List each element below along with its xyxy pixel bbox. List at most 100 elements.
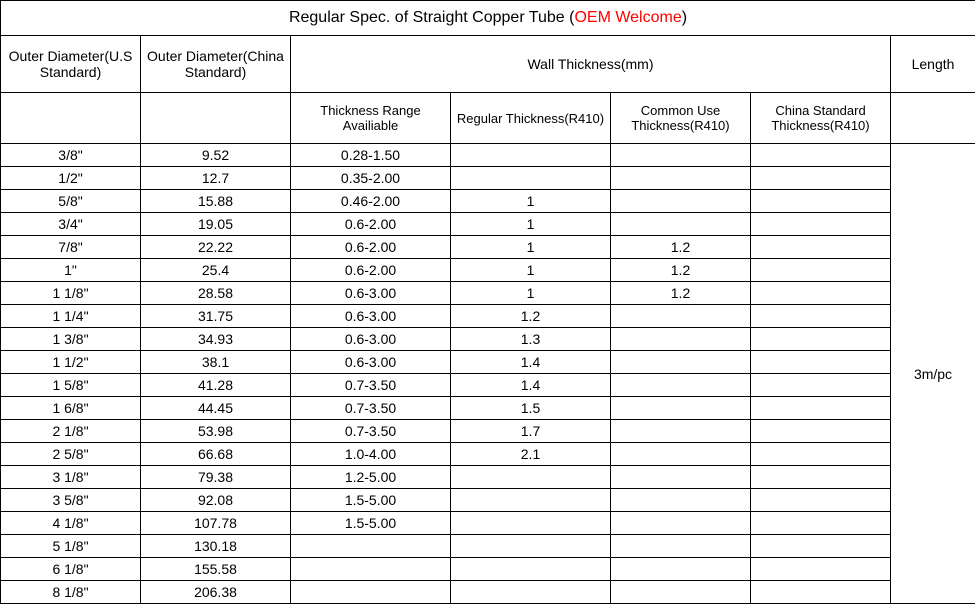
cell-china (751, 581, 891, 604)
title-oem: OEM Welcome (574, 9, 681, 26)
cell-regular: 1.3 (451, 328, 611, 351)
cell-regular: 1 (451, 236, 611, 259)
cell-china (751, 374, 891, 397)
cell-od-us: 1 5/8" (1, 374, 141, 397)
table-row: 1 5/8"41.280.7-3.501.4 (1, 374, 975, 397)
cell-regular: 2.1 (451, 443, 611, 466)
cell-common (611, 167, 751, 190)
header-od-us: Outer Diameter(U.S Standard) (1, 36, 141, 93)
cell-range: 0.6-2.00 (291, 236, 451, 259)
header-length: Length (891, 36, 975, 93)
table-title: Regular Spec. of Straight Copper Tube (O… (1, 1, 975, 36)
table-row: 1 6/8"44.450.7-3.501.5 (1, 397, 975, 420)
cell-range: 0.6-3.00 (291, 305, 451, 328)
cell-od-cn: 22.22 (141, 236, 291, 259)
cell-common (611, 466, 751, 489)
title-row: Regular Spec. of Straight Copper Tube (O… (1, 1, 975, 36)
table-row: 3 5/8"92.081.5-5.00 (1, 489, 975, 512)
cell-common (611, 420, 751, 443)
cell-od-us: 4 1/8" (1, 512, 141, 535)
cell-range: 0.7-3.50 (291, 374, 451, 397)
cell-range: 0.28-1.50 (291, 144, 451, 167)
table-row: 3/4"19.050.6-2.001 (1, 213, 975, 236)
cell-common (611, 443, 751, 466)
table-row: 3/8"9.520.28-1.503m/pc (1, 144, 975, 167)
cell-range: 1.5-5.00 (291, 489, 451, 512)
cell-china (751, 190, 891, 213)
cell-od-cn: 28.58 (141, 282, 291, 305)
cell-range: 0.7-3.50 (291, 397, 451, 420)
cell-regular (451, 144, 611, 167)
table-row: 1 1/4"31.750.6-3.001.2 (1, 305, 975, 328)
cell-od-us: 5/8" (1, 190, 141, 213)
subheader-range: Thickness Range Availiable (291, 93, 451, 144)
cell-od-us: 3/8" (1, 144, 141, 167)
cell-od-us: 3 1/8" (1, 466, 141, 489)
cell-regular (451, 167, 611, 190)
cell-regular: 1.5 (451, 397, 611, 420)
cell-regular (451, 466, 611, 489)
cell-china (751, 466, 891, 489)
cell-od-cn: 92.08 (141, 489, 291, 512)
header-row: Outer Diameter(U.S Standard) Outer Diame… (1, 36, 975, 93)
cell-range (291, 558, 451, 581)
subheader-row: Thickness Range Availiable Regular Thick… (1, 93, 975, 144)
cell-od-us: 1 6/8" (1, 397, 141, 420)
cell-common (611, 489, 751, 512)
table-row: 5 1/8"130.18 (1, 535, 975, 558)
cell-common (611, 374, 751, 397)
cell-china (751, 558, 891, 581)
cell-regular: 1 (451, 259, 611, 282)
cell-od-us: 1/2" (1, 167, 141, 190)
table-row: 6 1/8"155.58 (1, 558, 975, 581)
subheader-china: China Standard Thickness(R410) (751, 93, 891, 144)
cell-common (611, 144, 751, 167)
subheader-blank-length (891, 93, 975, 144)
cell-china (751, 259, 891, 282)
cell-china (751, 328, 891, 351)
cell-common (611, 190, 751, 213)
cell-range (291, 581, 451, 604)
spec-table: Regular Spec. of Straight Copper Tube (O… (0, 0, 975, 604)
cell-regular (451, 489, 611, 512)
cell-od-cn: 15.88 (141, 190, 291, 213)
cell-china (751, 535, 891, 558)
cell-od-cn: 38.1 (141, 351, 291, 374)
cell-od-us: 2 5/8" (1, 443, 141, 466)
cell-china (751, 144, 891, 167)
cell-od-us: 8 1/8" (1, 581, 141, 604)
cell-od-us: 1 1/8" (1, 282, 141, 305)
cell-china (751, 397, 891, 420)
cell-range: 0.46-2.00 (291, 190, 451, 213)
cell-range: 0.6-3.00 (291, 328, 451, 351)
cell-common (611, 512, 751, 535)
cell-length: 3m/pc (891, 144, 975, 604)
cell-common (611, 581, 751, 604)
title-main: Regular Spec. of Straight Copper Tube ( (289, 9, 575, 26)
cell-range: 0.6-2.00 (291, 213, 451, 236)
cell-od-cn: 31.75 (141, 305, 291, 328)
cell-regular: 1 (451, 213, 611, 236)
cell-range (291, 535, 451, 558)
cell-regular: 1.4 (451, 351, 611, 374)
subheader-blank-cn (141, 93, 291, 144)
cell-od-cn: 25.4 (141, 259, 291, 282)
subheader-blank-us (1, 93, 141, 144)
subheader-regular: Regular Thickness(R410) (451, 93, 611, 144)
cell-range: 0.6-3.00 (291, 282, 451, 305)
cell-china (751, 443, 891, 466)
cell-regular (451, 581, 611, 604)
cell-od-us: 1 1/4" (1, 305, 141, 328)
cell-od-us: 5 1/8" (1, 535, 141, 558)
cell-od-us: 7/8" (1, 236, 141, 259)
cell-od-cn: 130.18 (141, 535, 291, 558)
cell-common (611, 397, 751, 420)
cell-regular: 1 (451, 190, 611, 213)
cell-od-cn: 79.38 (141, 466, 291, 489)
table-row: 4 1/8"107.781.5-5.00 (1, 512, 975, 535)
cell-china (751, 167, 891, 190)
table-row: 1 3/8"34.930.6-3.001.3 (1, 328, 975, 351)
cell-od-us: 1 3/8" (1, 328, 141, 351)
cell-common: 1.2 (611, 282, 751, 305)
cell-china (751, 213, 891, 236)
